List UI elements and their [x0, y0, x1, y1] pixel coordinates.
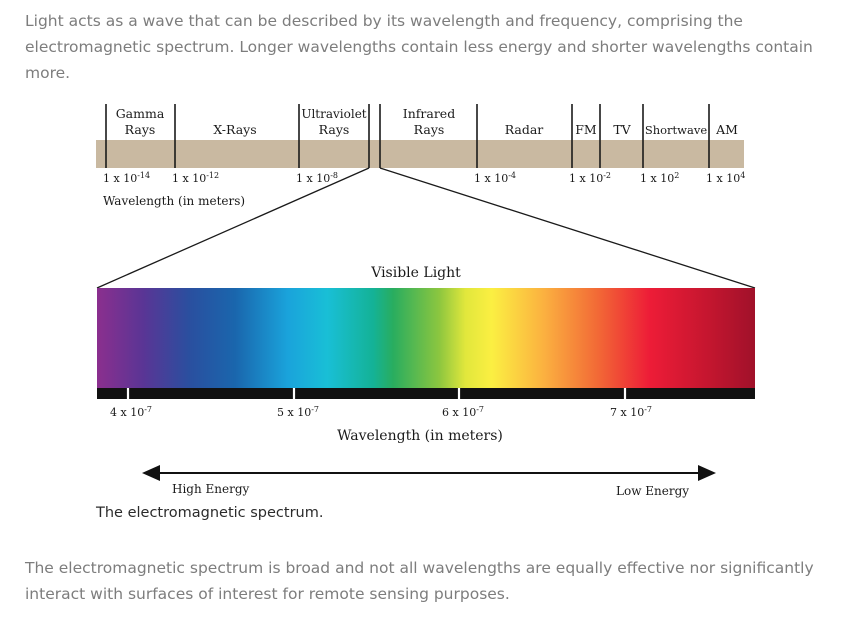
low-energy-label: Low Energy [616, 484, 689, 498]
band-label-radar: Radar [505, 122, 544, 137]
visible-tick-2: 5 x 10-7 [277, 405, 319, 419]
scale-tick-1: 1 x 10-14 [103, 171, 150, 185]
scale-tick-3: 1 x 10-8 [296, 171, 338, 185]
visible-tick-4: 7 x 10-7 [610, 405, 652, 419]
band-label-ir-2: Rays [414, 122, 445, 137]
arrowhead-left-icon [142, 465, 160, 481]
band-label-am: AM [715, 122, 738, 137]
zoom-lines [96, 167, 756, 289]
band-label-uv-2: Rays [319, 122, 350, 137]
band-label-gamma-1: Gamma [116, 106, 165, 121]
band-label-shortwave: Shortwave [645, 123, 708, 137]
top-axis-label: Wavelength (in meters) [103, 194, 245, 208]
scale-tick-5: 1 x 10-2 [569, 171, 611, 185]
high-energy-label: High Energy [172, 482, 250, 496]
figure-caption: The electromagnetic spectrum. [96, 505, 324, 521]
band-label-xray: X-Rays [213, 122, 256, 137]
visible-light-title: Visible Light [370, 265, 461, 281]
energy-arrow [142, 465, 716, 481]
band-label-uv-1: Ultraviolet [301, 107, 366, 121]
arrowhead-right-icon [698, 465, 716, 481]
band-dividers [105, 104, 710, 168]
visible-tick-1: 4 x 10-7 [110, 405, 152, 419]
band-label-fm: FM [575, 122, 597, 137]
outro-paragraph: The electromagnetic spectrum is broad an… [25, 559, 814, 603]
scale-tick-2: 1 x 10-12 [172, 171, 219, 185]
visible-spectrum-axis [97, 388, 755, 399]
band-label-gamma-2: Rays [125, 122, 156, 137]
em-band-bar [96, 140, 744, 168]
scale-tick-6: 1 x 102 [640, 171, 679, 185]
band-label-tv: TV [613, 122, 631, 137]
scale-tick-4: 1 x 10-4 [474, 171, 516, 185]
scale-tick-7: 1 x 104 [706, 171, 745, 185]
visible-ticks [126, 388, 627, 399]
intro-paragraph: Light acts as a wave that can be describ… [25, 12, 813, 82]
visible-tick-3: 6 x 10-7 [442, 405, 484, 419]
visible-spectrum-gradient [97, 288, 755, 388]
bottom-axis-label: Wavelength (in meters) [337, 428, 503, 444]
band-label-ir-1: Infrared [403, 106, 455, 121]
